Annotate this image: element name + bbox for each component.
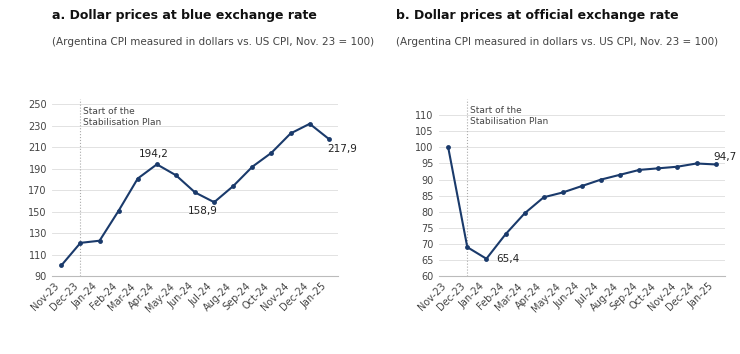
Text: a. Dollar prices at blue exchange rate: a. Dollar prices at blue exchange rate: [52, 9, 317, 22]
Text: b. Dollar prices at official exchange rate: b. Dollar prices at official exchange ra…: [396, 9, 679, 22]
Text: 158,9: 158,9: [188, 206, 218, 216]
Text: 217,9: 217,9: [327, 144, 357, 154]
Text: 65,4: 65,4: [496, 254, 519, 264]
Text: Start of the
Stabilisation Plan: Start of the Stabilisation Plan: [84, 107, 161, 127]
Text: Start of the
Stabilisation Plan: Start of the Stabilisation Plan: [470, 105, 548, 126]
Text: (Argentina CPI measured in dollars vs. US CPI, Nov. 23 = 100): (Argentina CPI measured in dollars vs. U…: [52, 37, 374, 47]
Text: 94,7: 94,7: [714, 152, 737, 162]
Text: (Argentina CPI measured in dollars vs. US CPI, Nov. 23 = 100): (Argentina CPI measured in dollars vs. U…: [396, 37, 718, 47]
Text: 194,2: 194,2: [139, 149, 169, 159]
